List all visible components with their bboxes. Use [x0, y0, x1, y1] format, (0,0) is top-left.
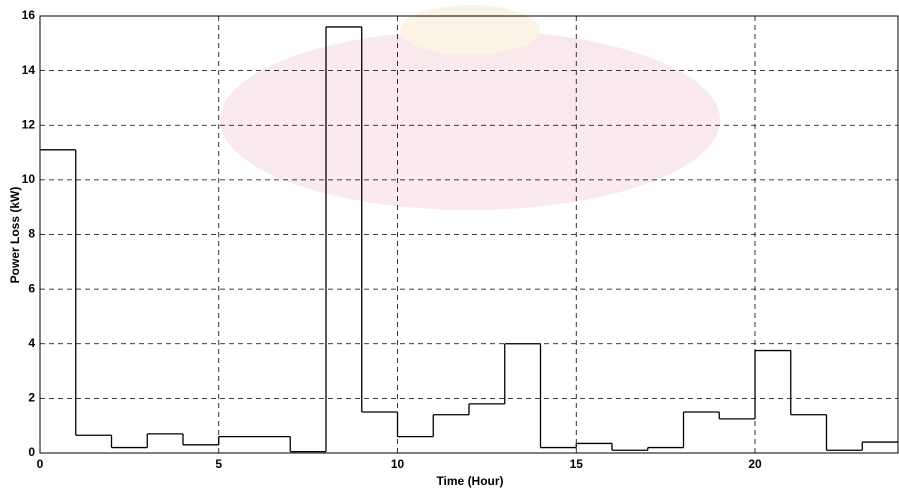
y-tick-label: 16: [22, 8, 36, 22]
x-tick-label: 20: [748, 457, 762, 471]
y-tick-label: 0: [28, 445, 35, 459]
plot-frame: [39, 15, 899, 454]
x-tick-label: 10: [391, 457, 405, 471]
y-axis-label: Power Loss (kW): [8, 187, 22, 284]
x-axis-label: Time (Hour): [436, 474, 503, 488]
y-tick-label: 10: [22, 172, 36, 186]
y-tick-label: 12: [22, 117, 36, 131]
watermark: [220, 5, 720, 210]
y-tick-label: 8: [28, 227, 35, 241]
y-tick-label: 4: [28, 336, 35, 350]
x-tick-label: 0: [37, 457, 44, 471]
y-tick-label: 14: [22, 63, 36, 77]
x-tick-label: 5: [215, 457, 222, 471]
y-tick-label: 6: [28, 281, 35, 295]
y-tick-label: 2: [28, 391, 35, 405]
x-tick-label: 15: [570, 457, 584, 471]
